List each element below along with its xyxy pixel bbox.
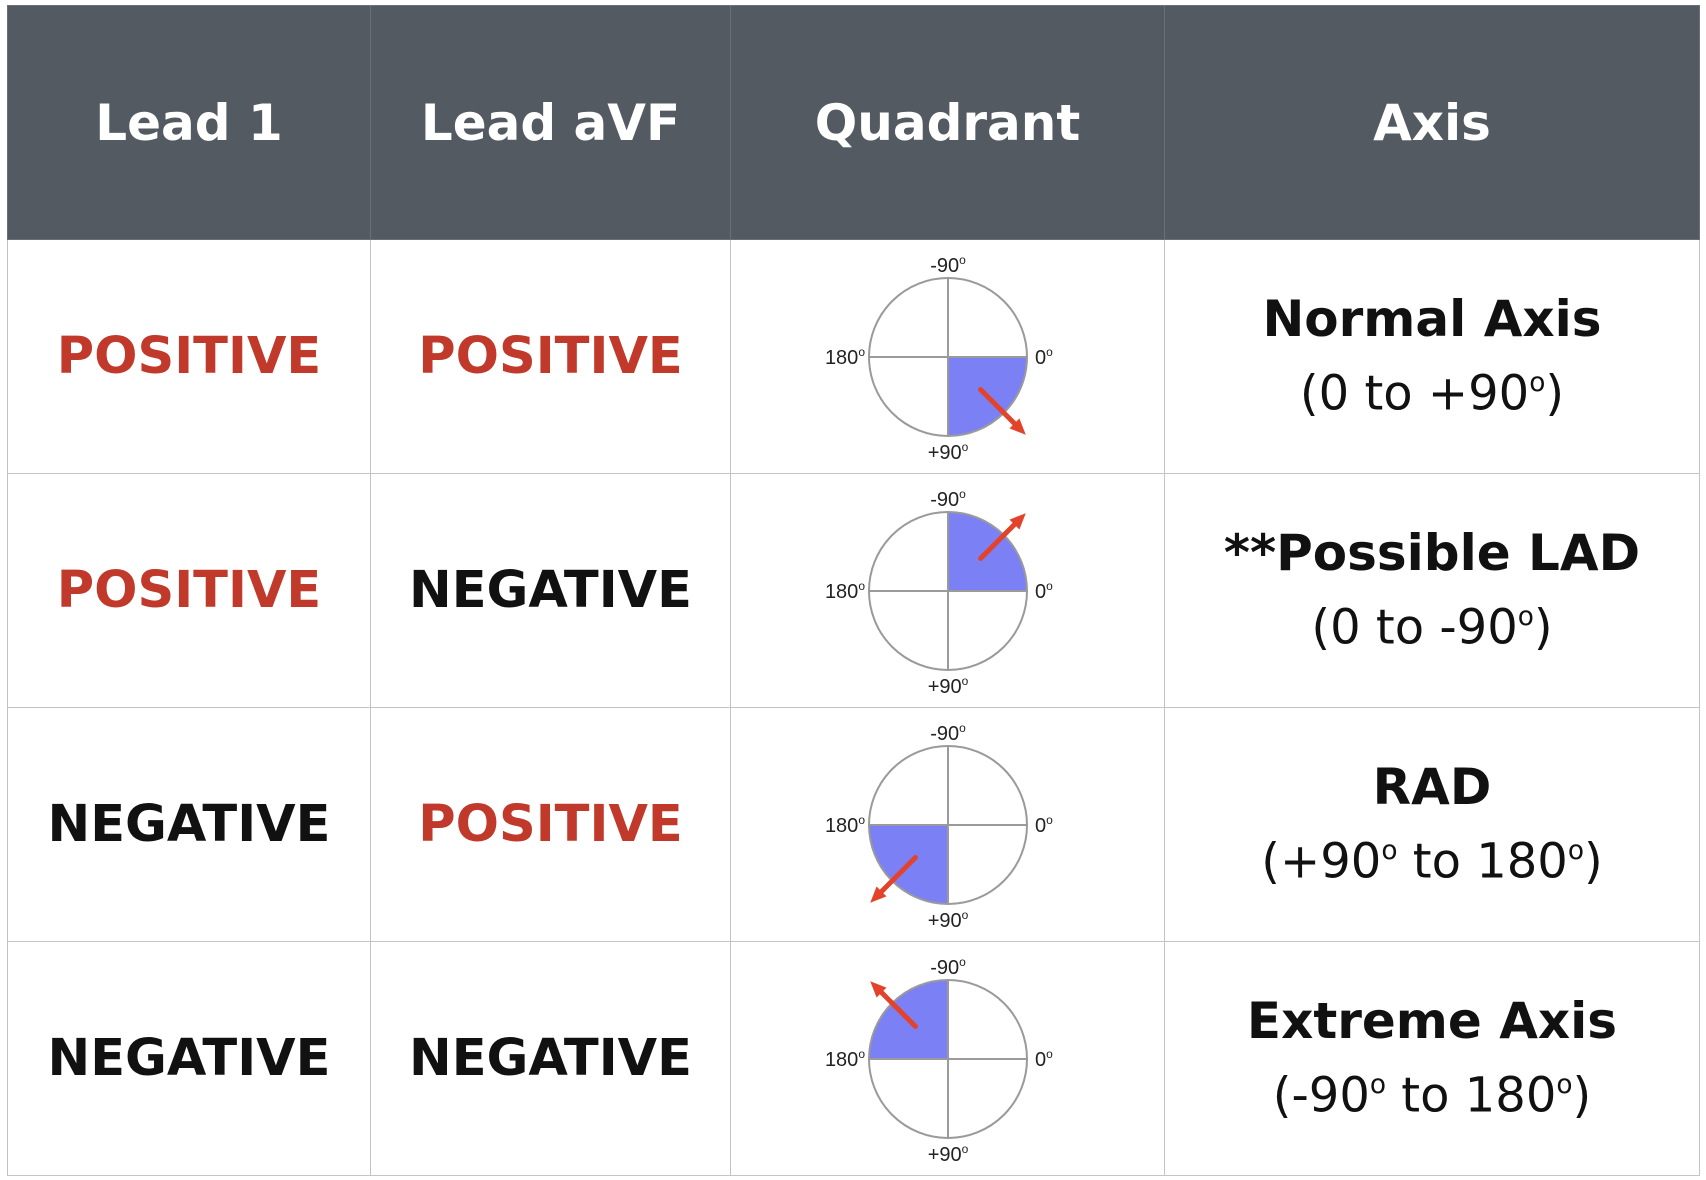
axis-deviation-table: Lead 1 Lead aVF Quadrant Axis POSITIVE P…	[7, 5, 1700, 1176]
leadavf-cell: NEGATIVE	[370, 473, 731, 708]
label-plus-90: +90o	[927, 674, 968, 698]
lead1-polarity: POSITIVE	[56, 327, 322, 386]
label-180: 180o	[824, 1047, 864, 1071]
label-plus-90: +90o	[927, 440, 968, 464]
label-0: 0o	[1035, 345, 1053, 369]
leadavf-cell: POSITIVE	[370, 707, 731, 942]
header-lead1: Lead 1	[7, 5, 371, 240]
axis-range: (0 to +90o)	[1299, 365, 1565, 422]
lead1-polarity: POSITIVE	[56, 561, 322, 620]
leadavf-polarity: POSITIVE	[418, 327, 683, 386]
axis-arrow-shaft	[878, 989, 918, 1029]
axis-arrow-shaft	[977, 521, 1017, 561]
quadrant-diagram: -90o 0o +90o 180o	[824, 721, 1053, 932]
table-row: POSITIVE POSITIVE -90o 0o +90o 180o Normal …	[7, 239, 1700, 474]
axis-arrow-head	[869, 886, 886, 903]
label-minus-90: -90o	[930, 487, 966, 511]
axis-arrow-head	[869, 980, 886, 997]
axis-cell: Extreme Axis (-90o to 180o)	[1164, 941, 1700, 1176]
table-row: NEGATIVE POSITIVE -90o 0o +90o 180o RAD (+9…	[7, 707, 1700, 942]
header-axis: Axis	[1164, 5, 1700, 240]
leadavf-cell: NEGATIVE	[370, 941, 731, 1176]
leadavf-polarity: NEGATIVE	[409, 561, 692, 620]
header-row: Lead 1 Lead aVF Quadrant Axis	[7, 5, 1700, 240]
axis-arrow-shaft	[977, 386, 1017, 426]
leadavf-polarity: NEGATIVE	[409, 1029, 692, 1088]
label-0: 0o	[1035, 1047, 1053, 1071]
axis-arrow-shaft	[878, 854, 918, 894]
label-0: 0o	[1035, 813, 1053, 837]
quadrant-cell: -90o 0o +90o 180o	[730, 473, 1165, 708]
lead1-polarity: NEGATIVE	[47, 795, 331, 854]
axis-range: (0 to -90o)	[1311, 599, 1553, 656]
header-leadavf: Lead aVF	[370, 5, 731, 240]
lead1-cell: POSITIVE	[7, 239, 371, 474]
lead1-cell: POSITIVE	[7, 473, 371, 708]
label-minus-90: -90o	[930, 721, 966, 745]
quadrant-diagram: -90o 0o +90o 180o	[824, 955, 1053, 1166]
axis-cell: RAD (+90o to 180o)	[1164, 707, 1700, 942]
axis-title: Extreme Axis	[1246, 992, 1618, 1051]
leadavf-polarity: POSITIVE	[418, 795, 683, 854]
lead1-cell: NEGATIVE	[7, 941, 371, 1176]
axis-range: (+90o to 180o)	[1261, 833, 1603, 890]
quadrant-diagram: -90o 0o +90o 180o	[824, 253, 1053, 464]
axis-cell: **Possible LAD (0 to -90o)	[1164, 473, 1700, 708]
axis-cell: Normal Axis (0 to +90o)	[1164, 239, 1700, 474]
label-0: 0o	[1035, 579, 1053, 603]
axis-title: **Possible LAD	[1223, 524, 1641, 583]
axis-arrow-head	[1009, 512, 1026, 529]
label-180: 180o	[824, 345, 864, 369]
table-row: POSITIVE NEGATIVE -90o 0o +90o 180o **Possi…	[7, 473, 1700, 708]
lead1-polarity: NEGATIVE	[47, 1029, 331, 1088]
table-row: NEGATIVE NEGATIVE -90o 0o +90o 180o Extreme…	[7, 941, 1700, 1176]
quadrant-cell: -90o 0o +90o 180o	[730, 239, 1165, 474]
quadrant-cell: -90o 0o +90o 180o	[730, 707, 1165, 942]
quadrant-cell: -90o 0o +90o 180o	[730, 941, 1165, 1176]
axis-title: Normal Axis	[1262, 290, 1602, 349]
header-quadrant: Quadrant	[730, 5, 1165, 240]
axis-range: (-90o to 180o)	[1272, 1067, 1592, 1124]
lead1-cell: NEGATIVE	[7, 707, 371, 942]
axis-title: RAD	[1372, 758, 1492, 817]
label-minus-90: -90o	[930, 955, 966, 979]
leadavf-cell: POSITIVE	[370, 239, 731, 474]
label-180: 180o	[824, 813, 864, 837]
label-plus-90: +90o	[927, 1142, 968, 1166]
quadrant-diagram: -90o 0o +90o 180o	[824, 487, 1053, 698]
label-minus-90: -90o	[930, 253, 966, 277]
axis-arrow-head	[1009, 418, 1026, 435]
label-plus-90: +90o	[927, 908, 968, 932]
label-180: 180o	[824, 579, 864, 603]
